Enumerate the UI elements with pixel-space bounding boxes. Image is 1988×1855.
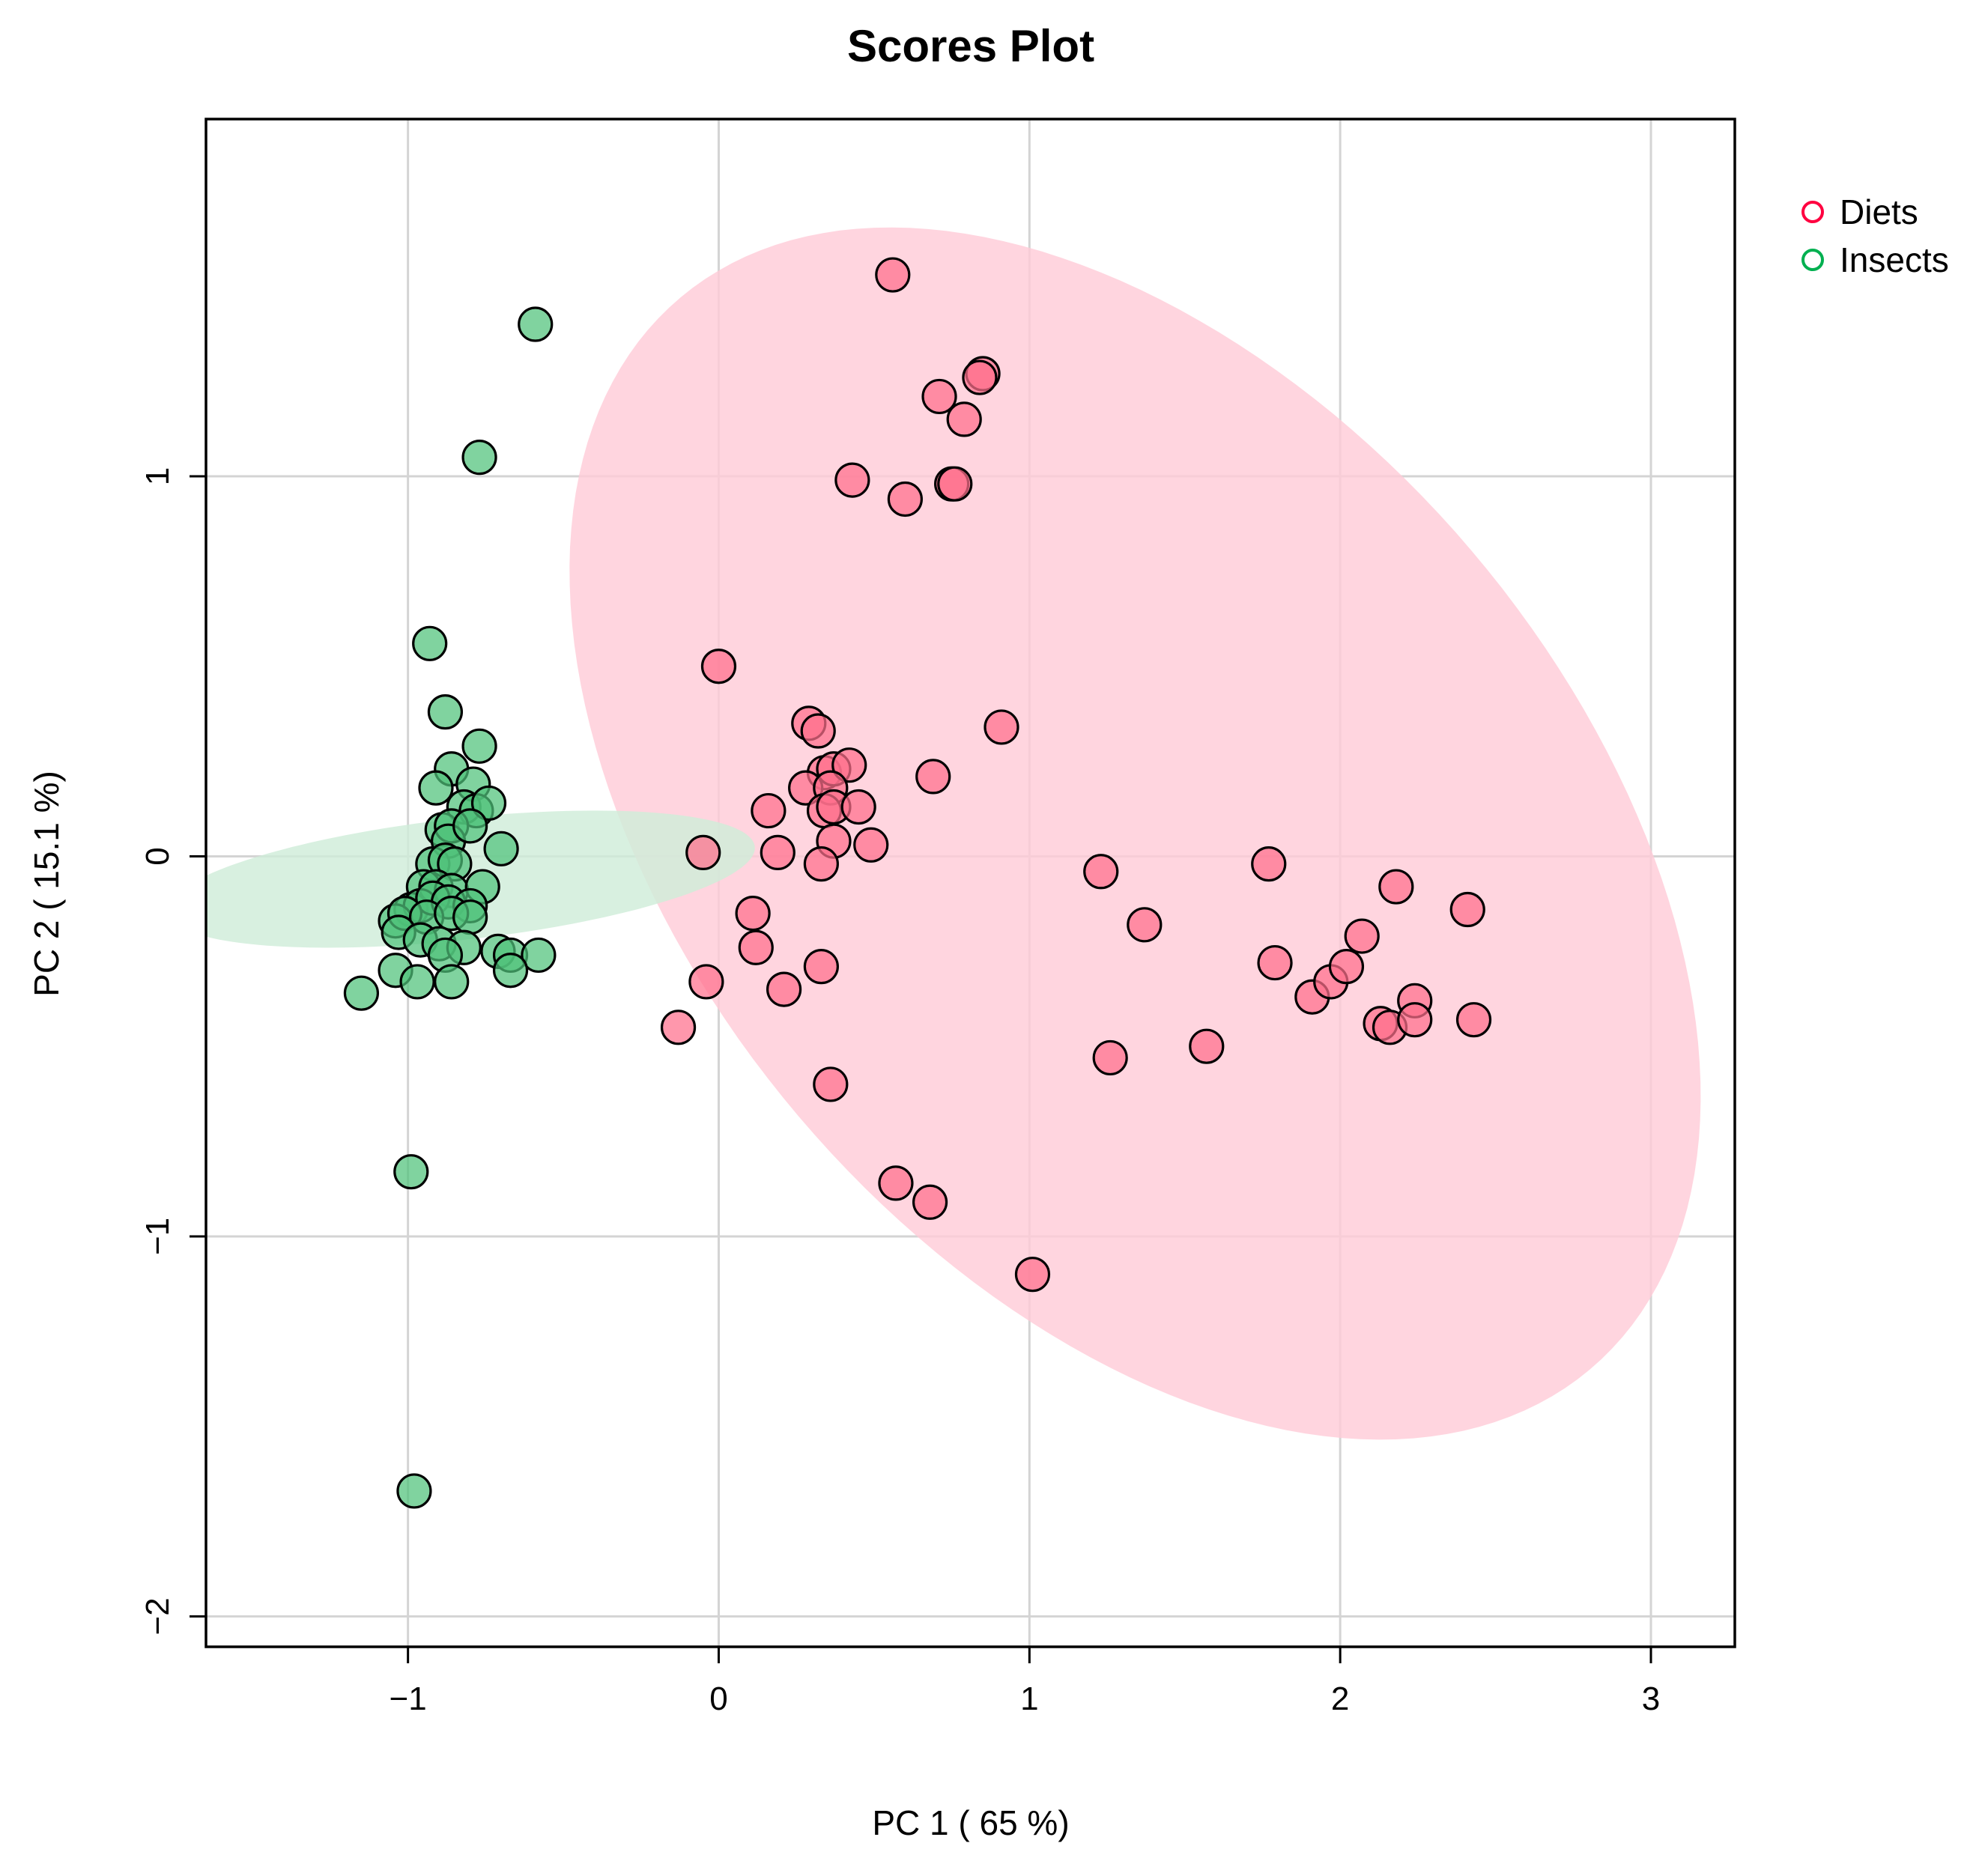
data-point-diets bbox=[738, 929, 774, 965]
data-point-diets bbox=[1344, 918, 1380, 954]
x-tick-label: 3 bbox=[1642, 1681, 1660, 1717]
data-point-diets bbox=[853, 827, 889, 863]
data-point-insects bbox=[393, 1154, 429, 1190]
data-point-diets bbox=[685, 834, 721, 871]
y-tick-label: 1 bbox=[139, 467, 176, 485]
data-point-diets bbox=[984, 709, 1019, 745]
data-point-insects bbox=[399, 964, 435, 1000]
data-point-diets bbox=[1083, 854, 1119, 890]
legend-item-diets: Diets bbox=[1801, 192, 1918, 231]
data-point-diets bbox=[921, 378, 957, 415]
data-point-insects bbox=[461, 728, 497, 764]
data-point-diets bbox=[813, 1066, 849, 1102]
y-axis-title: PC 2 ( 15.1 %) bbox=[27, 771, 66, 997]
data-point-diets bbox=[1328, 949, 1365, 985]
data-point-insects bbox=[427, 694, 464, 730]
series-diets bbox=[660, 257, 1492, 1293]
data-point-diets bbox=[700, 649, 737, 684]
data-point-diets bbox=[1257, 944, 1293, 981]
x-tick-label: 0 bbox=[709, 1681, 727, 1717]
data-point-diets bbox=[688, 964, 724, 1000]
chart-title: Scores Plot bbox=[847, 21, 1094, 71]
data-point-insects bbox=[470, 785, 507, 822]
data-point-diets bbox=[1455, 1002, 1492, 1038]
series-insects bbox=[343, 306, 557, 1509]
data-point-insects bbox=[483, 831, 519, 866]
data-point-insects bbox=[452, 899, 488, 935]
data-point-diets bbox=[834, 462, 870, 498]
x-tick-label: −1 bbox=[390, 1681, 427, 1717]
data-point-diets bbox=[915, 759, 951, 795]
data-point-insects bbox=[434, 964, 470, 1000]
data-point-diets bbox=[766, 971, 802, 1007]
data-point-diets bbox=[1189, 1028, 1225, 1064]
legend-marker bbox=[1801, 249, 1824, 271]
plot-frame bbox=[204, 118, 1736, 1648]
data-point-diets bbox=[1449, 891, 1485, 928]
data-point-insects bbox=[518, 306, 554, 342]
data-point-diets bbox=[946, 401, 982, 437]
data-point-insects bbox=[521, 937, 557, 974]
data-point-diets bbox=[1251, 846, 1287, 882]
data-point-insects bbox=[418, 770, 454, 806]
data-point-diets bbox=[1378, 869, 1414, 905]
y-tick-label: −2 bbox=[139, 1597, 176, 1635]
data-point-insects bbox=[412, 625, 448, 661]
legend-item-insects: Insects bbox=[1801, 240, 1949, 279]
legend-marker bbox=[1801, 201, 1824, 223]
data-point-insects bbox=[452, 808, 488, 844]
data-point-diets bbox=[803, 846, 839, 882]
ellipse-diets bbox=[569, 227, 1701, 1440]
data-point-diets bbox=[760, 834, 795, 871]
data-point-insects bbox=[396, 1473, 432, 1509]
data-point-diets bbox=[1127, 907, 1163, 943]
x-tick-label: 2 bbox=[1331, 1681, 1349, 1717]
data-point-diets bbox=[887, 481, 923, 517]
legend: Diets Insects bbox=[1801, 192, 1949, 279]
x-axis-title: PC 1 ( 65 %) bbox=[872, 1803, 1069, 1842]
data-point-diets bbox=[1397, 1002, 1433, 1038]
data-point-diets bbox=[875, 257, 911, 293]
data-point-diets bbox=[1014, 1257, 1051, 1293]
data-point-diets bbox=[937, 466, 973, 502]
x-tick-label: 1 bbox=[1020, 1681, 1038, 1717]
data-point-diets bbox=[660, 1010, 697, 1045]
data-point-insects bbox=[461, 440, 497, 476]
data-point-diets bbox=[735, 895, 771, 932]
data-point-diets bbox=[800, 713, 836, 749]
data-point-diets bbox=[840, 789, 876, 825]
data-point-diets bbox=[803, 949, 839, 985]
y-tick-label: −1 bbox=[139, 1218, 176, 1255]
data-point-diets bbox=[751, 792, 787, 829]
legend-label: Insects bbox=[1840, 240, 1949, 279]
y-tick-label: 0 bbox=[139, 847, 176, 865]
x-axis: −1 0 1 2 3 bbox=[390, 1647, 1660, 1717]
data-point-insects bbox=[492, 953, 529, 989]
data-point-diets bbox=[831, 747, 867, 783]
data-point-insects bbox=[343, 975, 380, 1011]
data-point-diets bbox=[1092, 1039, 1128, 1076]
data-point-diets bbox=[912, 1184, 948, 1220]
legend-label: Diets bbox=[1840, 192, 1918, 231]
data-point-diets bbox=[962, 359, 998, 395]
score-points bbox=[343, 257, 1492, 1509]
y-axis: −2 −1 0 1 bbox=[139, 467, 206, 1635]
data-point-diets bbox=[878, 1165, 914, 1201]
